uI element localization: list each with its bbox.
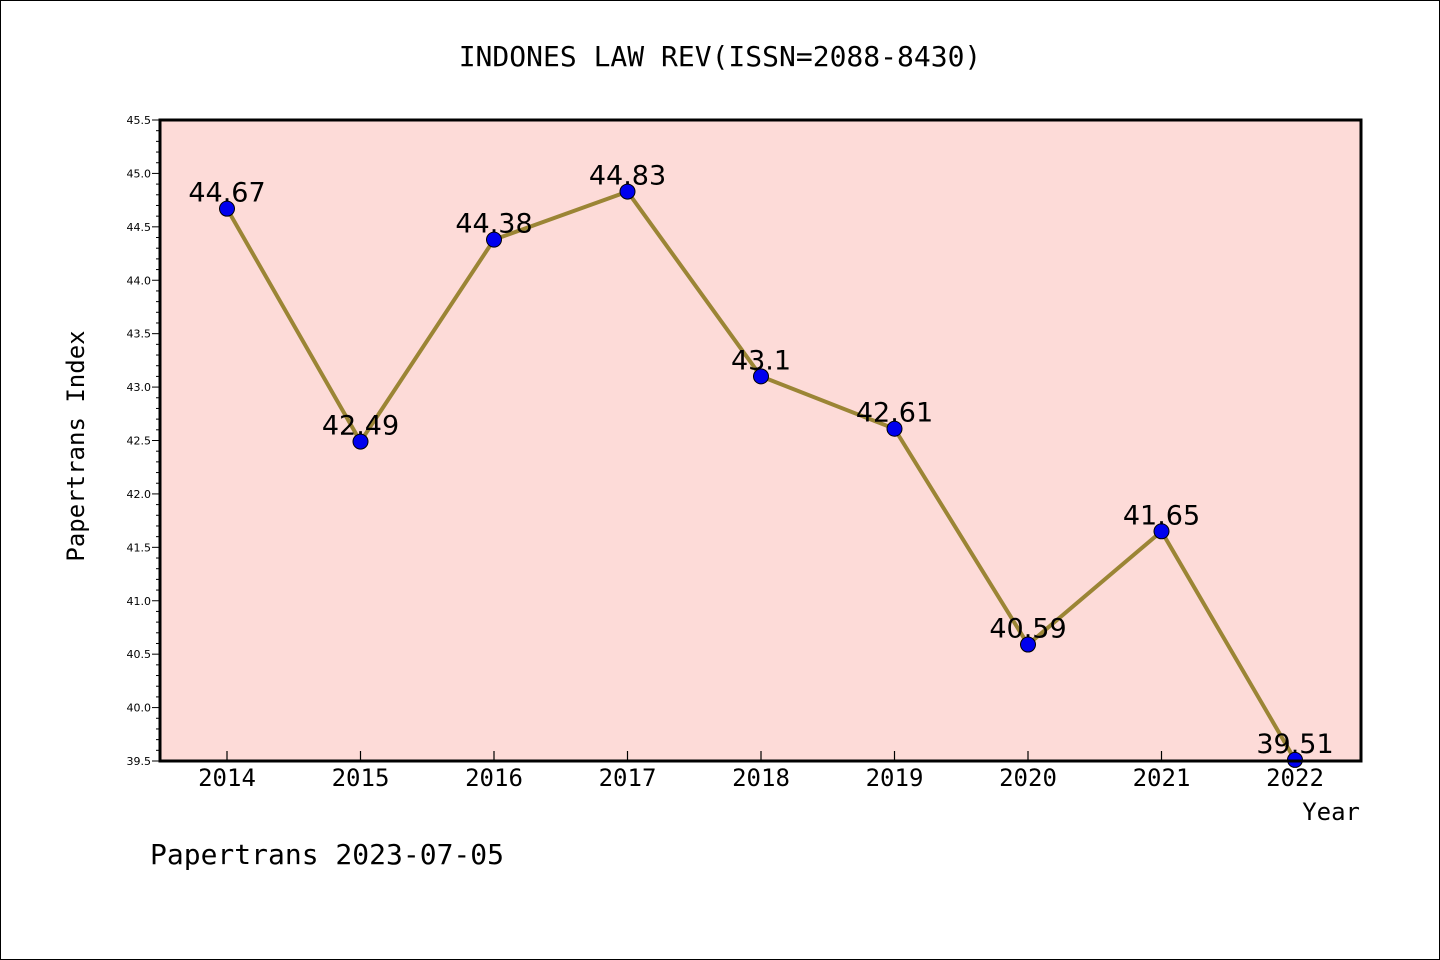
y-tick-label: 45.5	[127, 114, 152, 127]
data-point	[1153, 523, 1170, 540]
data-point	[352, 433, 369, 450]
data-label: 40.59	[989, 614, 1066, 645]
x-axis-ticks: 2014 2015 2016 2017 2018 2019 2020 2021 2022	[198, 751, 1324, 792]
x-tick-label: 2014	[198, 764, 256, 792]
y-tick-label: 43.5	[127, 328, 152, 341]
data-point	[486, 231, 502, 248]
data-label: 42.61	[856, 398, 933, 429]
y-tick-label: 42.5	[127, 435, 152, 448]
x-tick-label: 2021	[1133, 764, 1191, 792]
data-point	[886, 420, 903, 437]
plot-border	[158, 118, 1363, 763]
x-tick-label: 2019	[866, 764, 924, 792]
data-point	[219, 200, 235, 217]
y-axis-label: Papertrans Index	[62, 330, 90, 561]
data-label: 44.83	[589, 161, 666, 192]
x-tick-label: 2015	[332, 764, 390, 792]
x-tick-label: 2020	[999, 764, 1057, 792]
y-tick-label: 42.0	[127, 488, 152, 501]
data-label: 44.67	[188, 178, 265, 209]
y-tick-label: 40.0	[127, 702, 152, 715]
data-point	[619, 183, 636, 200]
y-tick-label: 45.0	[127, 167, 152, 180]
y-tick-label: 44.5	[127, 221, 152, 234]
chart-title: INDONES LAW REV(ISSN=2088-8430)	[459, 40, 982, 73]
marker-layer	[219, 183, 1303, 768]
data-point	[1020, 636, 1036, 653]
y-tick-label: 43.0	[127, 381, 152, 394]
x-axis-label: Year	[1302, 798, 1360, 826]
data-point	[753, 368, 769, 385]
x-tick-label: 2017	[599, 764, 657, 792]
data-label: 43.1	[731, 345, 791, 376]
footer-text: Papertrans 2023-07-05	[150, 838, 504, 871]
data-label: 44.38	[455, 209, 532, 240]
data-label: 41.65	[1123, 500, 1200, 531]
data-label: 39.51	[1256, 729, 1333, 760]
y-tick-label: 44.0	[127, 274, 152, 287]
y-tick-label: 41.5	[127, 541, 152, 554]
y-tick-label: 40.5	[127, 648, 152, 661]
y-tick-label: 41.0	[127, 595, 152, 608]
x-tick-label: 2016	[465, 764, 523, 792]
y-tick-label: 39.5	[127, 755, 152, 768]
x-tick-label: 2022	[1266, 764, 1324, 792]
y-axis-ticks: 39.5 40.0 40.5 41.0 41.5 42.0 42.5 43.0 43.5 44.0…	[127, 114, 160, 768]
x-tick-label: 2018	[732, 764, 790, 792]
data-label-layer: 44.67 42.49 44.38 44.83 43.1 42.61 40.59 41.65 3…	[188, 161, 1333, 760]
data-label: 42.49	[322, 411, 399, 442]
